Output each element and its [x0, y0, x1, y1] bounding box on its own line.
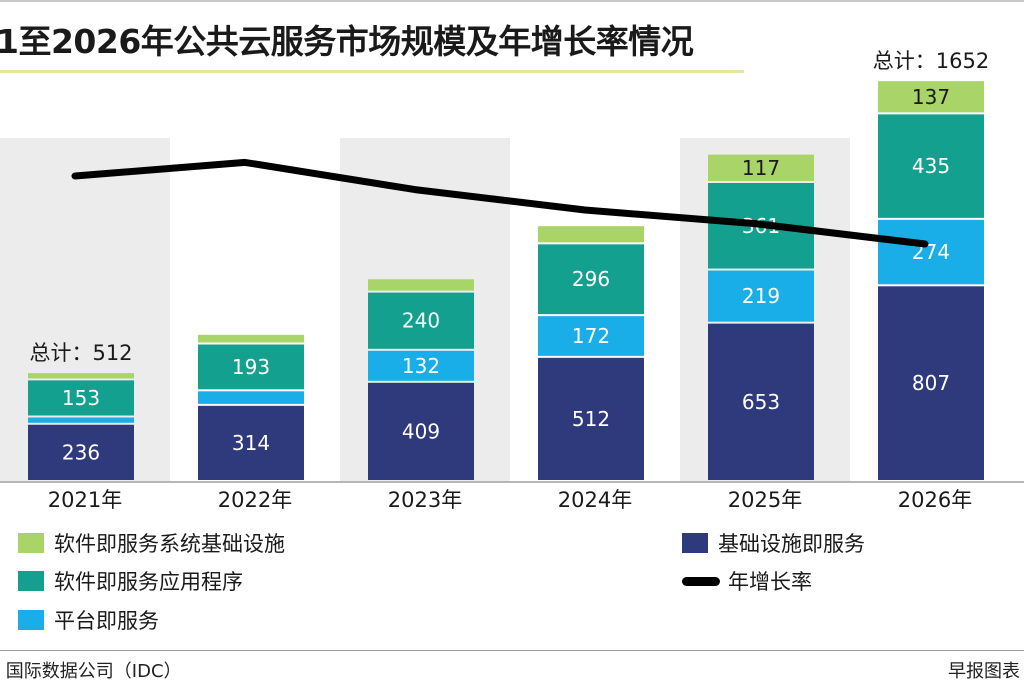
- bar-value-label: 132: [402, 354, 440, 378]
- bar-value-label: 219: [742, 284, 780, 308]
- bar-segment: [708, 154, 814, 181]
- stacked-bar-chart: 236 153 2021年 314 193 2022年 409 132 240 2023年 512 1…: [0, 49, 1024, 512]
- bar-segment: [368, 350, 474, 381]
- bar-segment: [198, 334, 304, 343]
- legend-label: 年增长率: [728, 570, 812, 594]
- legend-item-paas: 平台即服务: [18, 607, 159, 633]
- x-tick-label: 2023年: [388, 488, 462, 512]
- bar-segment: [708, 323, 814, 480]
- legend-item-saas-apps: 软件即服务应用程序: [18, 568, 243, 594]
- bar-value-label: 409: [402, 419, 440, 443]
- bar-value-label: 435: [912, 154, 950, 178]
- chart-title: 1至2026年公共云服务市场规模及年增长率情况: [0, 22, 694, 61]
- bar-value-label: 172: [572, 324, 610, 348]
- x-tick-label: 2026年: [898, 488, 972, 512]
- bar-segment: [538, 316, 644, 356]
- total-label: 总计：1652: [873, 49, 989, 73]
- bar-segment: [198, 391, 304, 404]
- bar-segment: [198, 405, 304, 480]
- bar-segment: [878, 81, 984, 113]
- bar-value-label: 240: [402, 309, 440, 333]
- bar-segment: [878, 286, 984, 480]
- credit-note: 早报图表: [948, 661, 1020, 682]
- x-tick-label: 2024年: [558, 488, 632, 512]
- bar-segment: [198, 344, 304, 390]
- legend-item-saas-infra: 软件即服务系统基础设施: [18, 530, 285, 556]
- bar-segment: [28, 417, 134, 423]
- legend-label: 平台即服务: [54, 609, 159, 633]
- bar-segment: [28, 373, 134, 379]
- bar-value-label: 193: [232, 355, 270, 379]
- legend-line-growth-rate: [682, 576, 720, 586]
- bar-segment: [878, 114, 984, 218]
- x-tick-label: 2022年: [218, 488, 292, 512]
- bar-value-label: 236: [62, 440, 100, 464]
- x-tick-label: 2021年: [48, 488, 122, 512]
- legend-label: 软件即服务应用程序: [54, 570, 243, 594]
- bar-segment: [708, 270, 814, 322]
- bar-value-label: 153: [62, 386, 100, 410]
- title-underline: [0, 70, 744, 73]
- legend-item-iaas: 基础设施即服务: [682, 530, 865, 556]
- bar-value-label: 296: [572, 267, 610, 291]
- bar-segment: [368, 292, 474, 349]
- bar-segment: [368, 279, 474, 291]
- top-rule: [0, 0, 1024, 2]
- bar-segment: [28, 424, 134, 480]
- bar-segment: [538, 244, 644, 315]
- bar-value-label: 137: [912, 85, 950, 109]
- legend-swatch-saas-apps: [18, 571, 44, 591]
- bar-segment: [538, 226, 644, 243]
- total-label: 总计：512: [29, 341, 132, 365]
- legend-label: 基础设施即服务: [718, 532, 865, 556]
- x-tick-label: 2025年: [728, 488, 802, 512]
- bar-segment: [368, 382, 474, 480]
- legend-label: 软件即服务系统基础设施: [54, 532, 285, 556]
- column-band: [0, 138, 170, 481]
- legend-item-growth-rate: 年增长率: [682, 568, 812, 594]
- bar-value-label: 117: [742, 156, 780, 180]
- legend-swatch-paas: [18, 610, 44, 630]
- bar-segment: [878, 219, 984, 285]
- legend-swatch-saas-infra: [18, 533, 44, 553]
- bar-segment: [28, 380, 134, 416]
- bar-value-label: 512: [572, 407, 610, 431]
- bar-value-label: 314: [232, 431, 270, 455]
- bar-value-label: 653: [742, 390, 780, 414]
- bar-value-label: 807: [912, 371, 950, 395]
- source-divider: [0, 650, 1024, 651]
- legend-swatch-iaas: [682, 533, 708, 553]
- source-note: / 国际数据公司（IDC）: [0, 661, 182, 682]
- growth-rate-line: [71, 158, 929, 248]
- bar-segment: [538, 357, 644, 480]
